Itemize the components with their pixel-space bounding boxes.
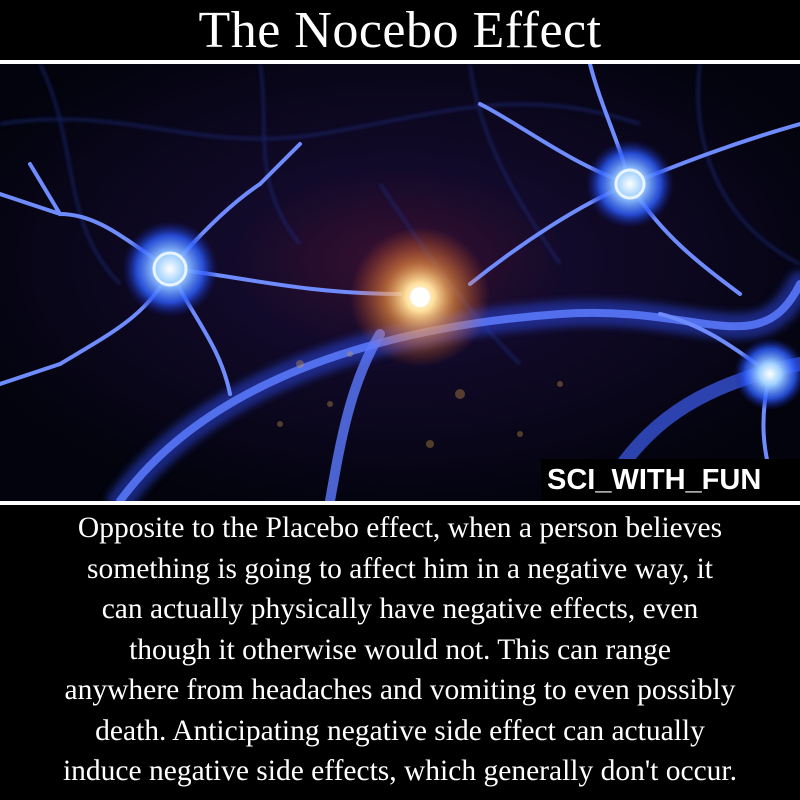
caption-text: Opposite to the Placebo effect, when a p… <box>0 508 800 792</box>
caption-line: induce negative side effects, which gene… <box>62 755 737 787</box>
post-title: The Nocebo Effect <box>198 2 602 59</box>
caption-line: anywhere from headaches and vomiting to … <box>64 674 736 706</box>
caption-line: can actually physically have negative ef… <box>101 593 699 625</box>
neuron-illustration <box>0 64 800 501</box>
caption-line: something is going to affect him in a ne… <box>87 552 713 585</box>
caption-line: though it otherwise would not. This can … <box>129 633 671 666</box>
top-divider <box>0 60 800 64</box>
middle-divider <box>0 501 800 505</box>
caption-line: Opposite to the Placebo effect, when a p… <box>77 512 723 544</box>
watermark-handle: SCI_WITH_FUN <box>541 459 800 501</box>
caption-line: death. Anticipating negative side effect… <box>95 714 705 747</box>
neuron-image <box>0 64 800 501</box>
